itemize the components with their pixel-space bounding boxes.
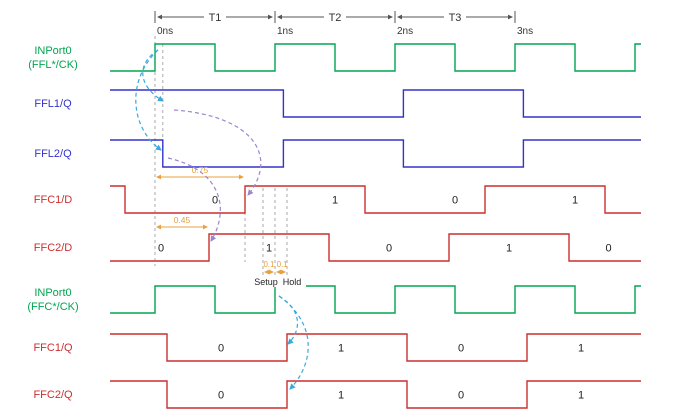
period-label-bg [444,11,466,23]
signal-label-ffc2-q: FFC2/Q [0,388,106,402]
waveform-value-label: 1 [266,243,272,255]
delay-value-label: 0.45 [174,215,191,225]
signal-label-line: FFC2/Q [33,388,73,401]
signal-label-ffc1-d: FFC1/D [0,193,106,207]
period-arrow-head [157,14,162,20]
waveform-value-label: 1 [332,195,338,207]
period-label-bg [204,11,226,23]
hold-arrow-head [276,269,281,275]
signal-labels-column: INPort0 (FFL*/CK) FFL1/Q FFL2/Q FFC1/D FFC2/D… [0,0,108,419]
period-arrow-head [277,14,282,20]
hold-label-bg [277,276,306,287]
waveform-ffl-ck [110,43,641,72]
waveform-value-label: 1 [506,243,512,255]
waveform-value-label: 1 [572,195,578,207]
period-arrow-head [388,14,393,20]
period-label: T2 [329,12,342,24]
signal-label-ffl2-q: FFL2/Q [0,147,106,161]
signal-label-line: (FFC*/CK) [27,300,79,313]
waveform-value-label: 1 [578,343,584,355]
waveform-value-label: 0 [212,195,218,207]
waveform-ffl2-q [110,139,641,168]
waveform-ffc2-q [110,380,641,409]
hold-arrow-head [281,269,286,275]
clock-edge-arrow [278,295,299,345]
axis-tick-label: 1ns [277,26,293,37]
signal-label-line: FFC1/D [33,193,73,206]
waveform-value-label: 1 [578,390,584,402]
delay-arrow-head [156,224,161,230]
data-path-arrow [167,157,221,242]
setup-arrow-head [269,269,274,275]
data-path-arrow [173,109,262,196]
hold-width-label: 0.1 [277,260,289,269]
signal-label-line: (FFL*/CK) [28,58,78,71]
waveform-value-label: 0 [606,243,612,255]
waveform-ffc-ck [110,285,641,314]
waveform-ffc1-d [110,185,641,214]
signal-label-line: FFL1/Q [34,97,72,110]
waveform-ffl1-q [110,89,641,118]
signal-label-line: INPort0 [34,44,72,57]
delay-value-label: 0.75 [192,165,209,175]
waveform-value-label: 0 [452,195,458,207]
signal-label-line: FFL2/Q [34,147,72,160]
period-arrow-head [268,14,273,20]
axis-tick-label: 0ns [157,26,173,37]
signal-label-ffc-ck: INPort0 (FFC*/CK) [0,286,106,314]
setup-width-label: 0.1 [263,260,275,269]
clock-edge-arrow [278,295,309,390]
clock-edge-arrow [142,49,164,102]
hold-label: Hold [283,277,302,287]
period-arrow-head [508,14,513,20]
signal-label-ffc2-d: FFC2/D [0,241,106,255]
delay-arrow-head [156,174,161,180]
signal-label-line: FFC1/Q [33,341,73,354]
signal-label-ffc1-q: FFC1/Q [0,341,106,355]
waveform-value-label: 0 [158,243,164,255]
delay-arrow-head [203,224,208,230]
period-label-bg [324,11,346,23]
waveform-ffc2-d [110,233,641,262]
waveform-value-label: 0 [458,390,464,402]
signal-label-line: INPort0 [34,286,72,299]
clock-edge-arrow [135,49,162,151]
signal-label-ffl1-q: FFL1/Q [0,97,106,111]
period-label: T1 [209,12,222,24]
delay-arrow-head [239,174,244,180]
setup-label-bg [249,276,282,287]
waveform-value-label: 0 [458,343,464,355]
setup-label: Setup [254,277,278,287]
axis-tick-label: 2ns [397,26,413,37]
signal-label-ffl-ck: INPort0 (FFL*/CK) [0,44,106,72]
waveform-value-label: 1 [338,343,344,355]
waveform-value-label: 0 [218,390,224,402]
waveform-value-label: 0 [386,243,392,255]
signal-label-line: FFC2/D [33,241,73,254]
period-label: T3 [449,12,462,24]
waveform-ffc1-q [110,333,641,362]
axis-tick-label: 3ns [517,26,533,37]
waveform-value-label: 1 [338,390,344,402]
period-arrow-head [397,14,402,20]
waveform-value-label: 0 [218,343,224,355]
setup-arrow-head [264,269,269,275]
